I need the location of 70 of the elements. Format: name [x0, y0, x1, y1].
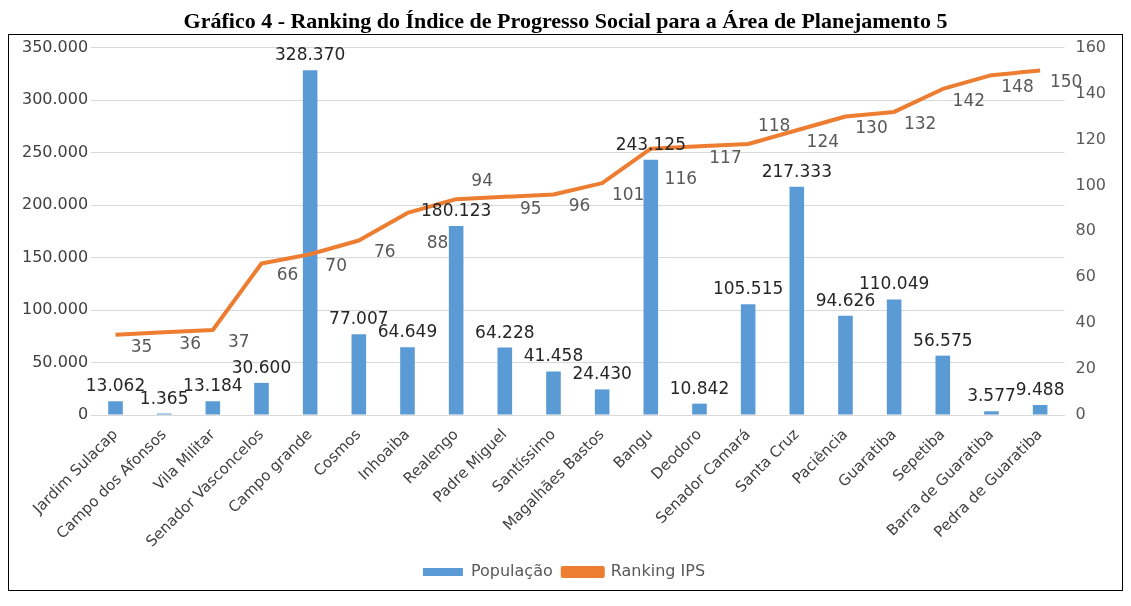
bar	[643, 159, 659, 415]
y-tick-label: 350.000	[21, 36, 89, 56]
data-label: 116	[664, 167, 698, 188]
bar	[108, 401, 123, 415]
y-tick-label: 50.000	[32, 351, 89, 371]
data-label: 328.370	[275, 44, 346, 65]
bar	[740, 304, 756, 415]
data-label: 3.577	[967, 385, 1016, 406]
y-tick-label: 0	[77, 404, 89, 424]
data-label: 24.430	[572, 363, 632, 384]
data-label: 37	[228, 330, 250, 351]
data-label: 70	[325, 255, 347, 276]
y2-tick-label: 20	[1075, 358, 1096, 378]
bar	[789, 186, 805, 415]
data-label: 56.575	[913, 329, 973, 350]
data-label: 180.123	[420, 199, 492, 220]
data-label: 94	[471, 170, 493, 191]
bar	[254, 382, 269, 415]
data-label: 142	[952, 89, 986, 110]
data-label: 96	[568, 195, 591, 216]
data-label: 118	[757, 114, 791, 135]
data-label: 124	[806, 131, 840, 152]
y2-tick-label: 40	[1075, 312, 1096, 332]
bar	[935, 355, 951, 415]
bar	[205, 401, 221, 415]
y-tick-label: 300.000	[21, 89, 89, 109]
data-label: 10.842	[669, 377, 730, 398]
data-label: 35	[130, 335, 153, 356]
data-label: 64.228	[475, 321, 535, 342]
data-label: 76	[374, 241, 396, 262]
data-label: 88	[426, 231, 449, 252]
legend-label: População	[470, 561, 553, 581]
chart-title: Gráfico 4 - Ranking do Índice de Progresso Social para a Área de Planejamento 5	[182, 8, 949, 34]
data-label: 243.125	[615, 133, 686, 154]
bar	[692, 403, 707, 415]
bar	[838, 315, 853, 415]
bar	[497, 347, 513, 415]
y2-tick-label: 100	[1075, 174, 1107, 194]
bar	[594, 389, 610, 415]
y2-tick-label: 0	[1075, 404, 1086, 424]
bar	[546, 371, 561, 415]
y2-tick-label: 60	[1075, 266, 1096, 286]
bar	[886, 299, 902, 415]
y2-tick-label: 160	[1075, 36, 1107, 56]
data-label: 148	[1001, 76, 1034, 97]
y-tick-label: 250.000	[21, 141, 89, 161]
data-label: 117	[709, 147, 742, 168]
data-label: 41.458	[523, 345, 584, 366]
y2-tick-label: 120	[1075, 128, 1107, 148]
y-tick-label: 100.000	[21, 299, 89, 319]
data-label: 30.600	[231, 356, 292, 377]
y-tick-label: 200.000	[21, 194, 89, 214]
data-label: 130	[855, 117, 888, 138]
bar	[448, 225, 464, 415]
data-label: 36	[179, 333, 201, 354]
data-label: 66	[276, 264, 299, 285]
legend-label: Ranking IPS	[610, 561, 706, 581]
data-label: 101	[611, 184, 645, 205]
bar	[400, 347, 415, 415]
y2-tick-label: 80	[1075, 220, 1096, 240]
data-label: 9.488	[1015, 378, 1065, 399]
data-label: 217.333	[761, 160, 832, 181]
data-label: 105.515	[712, 278, 784, 299]
y-tick-label: 150.000	[21, 246, 89, 266]
bar	[351, 334, 367, 415]
data-label: 132	[903, 112, 937, 133]
data-label: 95	[519, 197, 542, 218]
bar	[984, 411, 999, 415]
bar	[302, 70, 318, 415]
bar	[1032, 405, 1048, 415]
